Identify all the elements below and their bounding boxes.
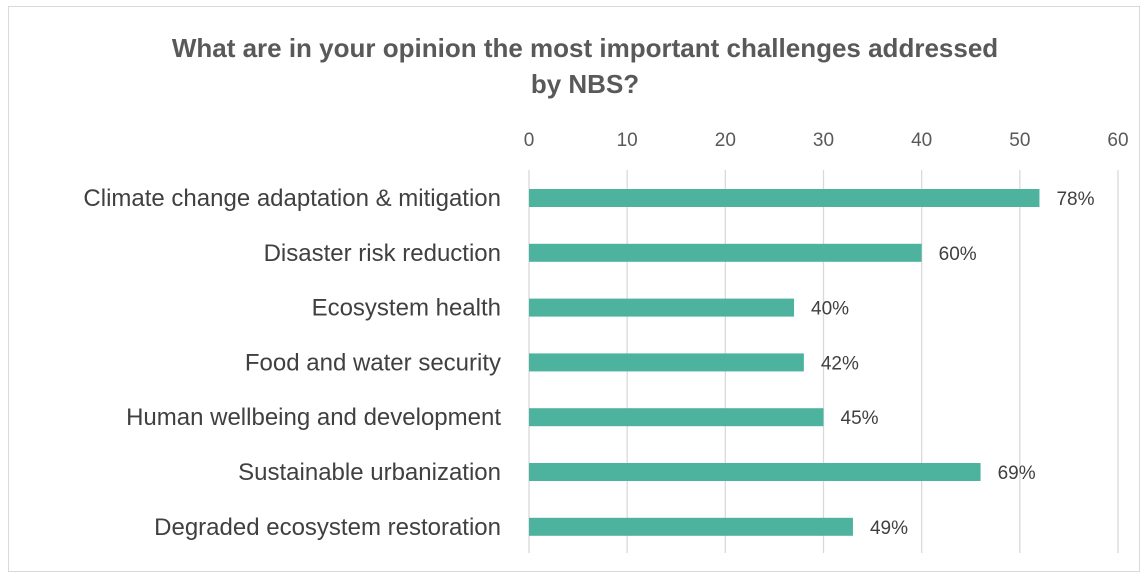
data-label: 78% <box>1056 189 1094 210</box>
x-tick-label: 10 <box>617 130 638 151</box>
bar <box>529 189 1040 207</box>
category-labels: Climate change adaptation & mitigation Di… <box>83 185 501 541</box>
x-tick-label: 40 <box>911 130 932 151</box>
x-tick-label: 20 <box>715 130 736 151</box>
category-label: Climate change adaptation & mitigation <box>83 185 501 212</box>
bar <box>529 463 981 481</box>
x-axis-ticks: 0 10 20 30 40 50 60 <box>524 130 1129 151</box>
category-label: Sustainable urbanization <box>238 459 501 486</box>
bars <box>529 189 1040 536</box>
data-label: 69% <box>998 463 1036 484</box>
bar <box>529 298 795 317</box>
x-tick-label: 50 <box>1009 130 1030 151</box>
bar <box>529 517 853 536</box>
data-label: 60% <box>939 244 977 265</box>
data-labels: 78% 60% 40% 42% 45% 69% 49% <box>811 189 1095 539</box>
data-label: 49% <box>870 518 908 539</box>
chart-title: What are in your opinion the most import… <box>171 33 999 99</box>
data-label: 40% <box>811 299 849 320</box>
x-tick-label: 30 <box>813 130 834 151</box>
bar <box>529 243 922 262</box>
data-label: 42% <box>821 353 859 374</box>
category-label: Food and water security <box>245 349 501 376</box>
category-label: Degraded ecosystem restoration <box>154 514 501 541</box>
x-tick-label: 60 <box>1107 130 1128 151</box>
data-label: 45% <box>841 408 879 429</box>
bar <box>529 408 824 427</box>
x-tick-label: 0 <box>524 130 535 151</box>
category-label: Disaster risk reduction <box>264 240 501 267</box>
category-label: Human wellbeing and development <box>126 404 501 431</box>
category-label: Ecosystem health <box>312 295 501 322</box>
bar <box>529 353 804 372</box>
